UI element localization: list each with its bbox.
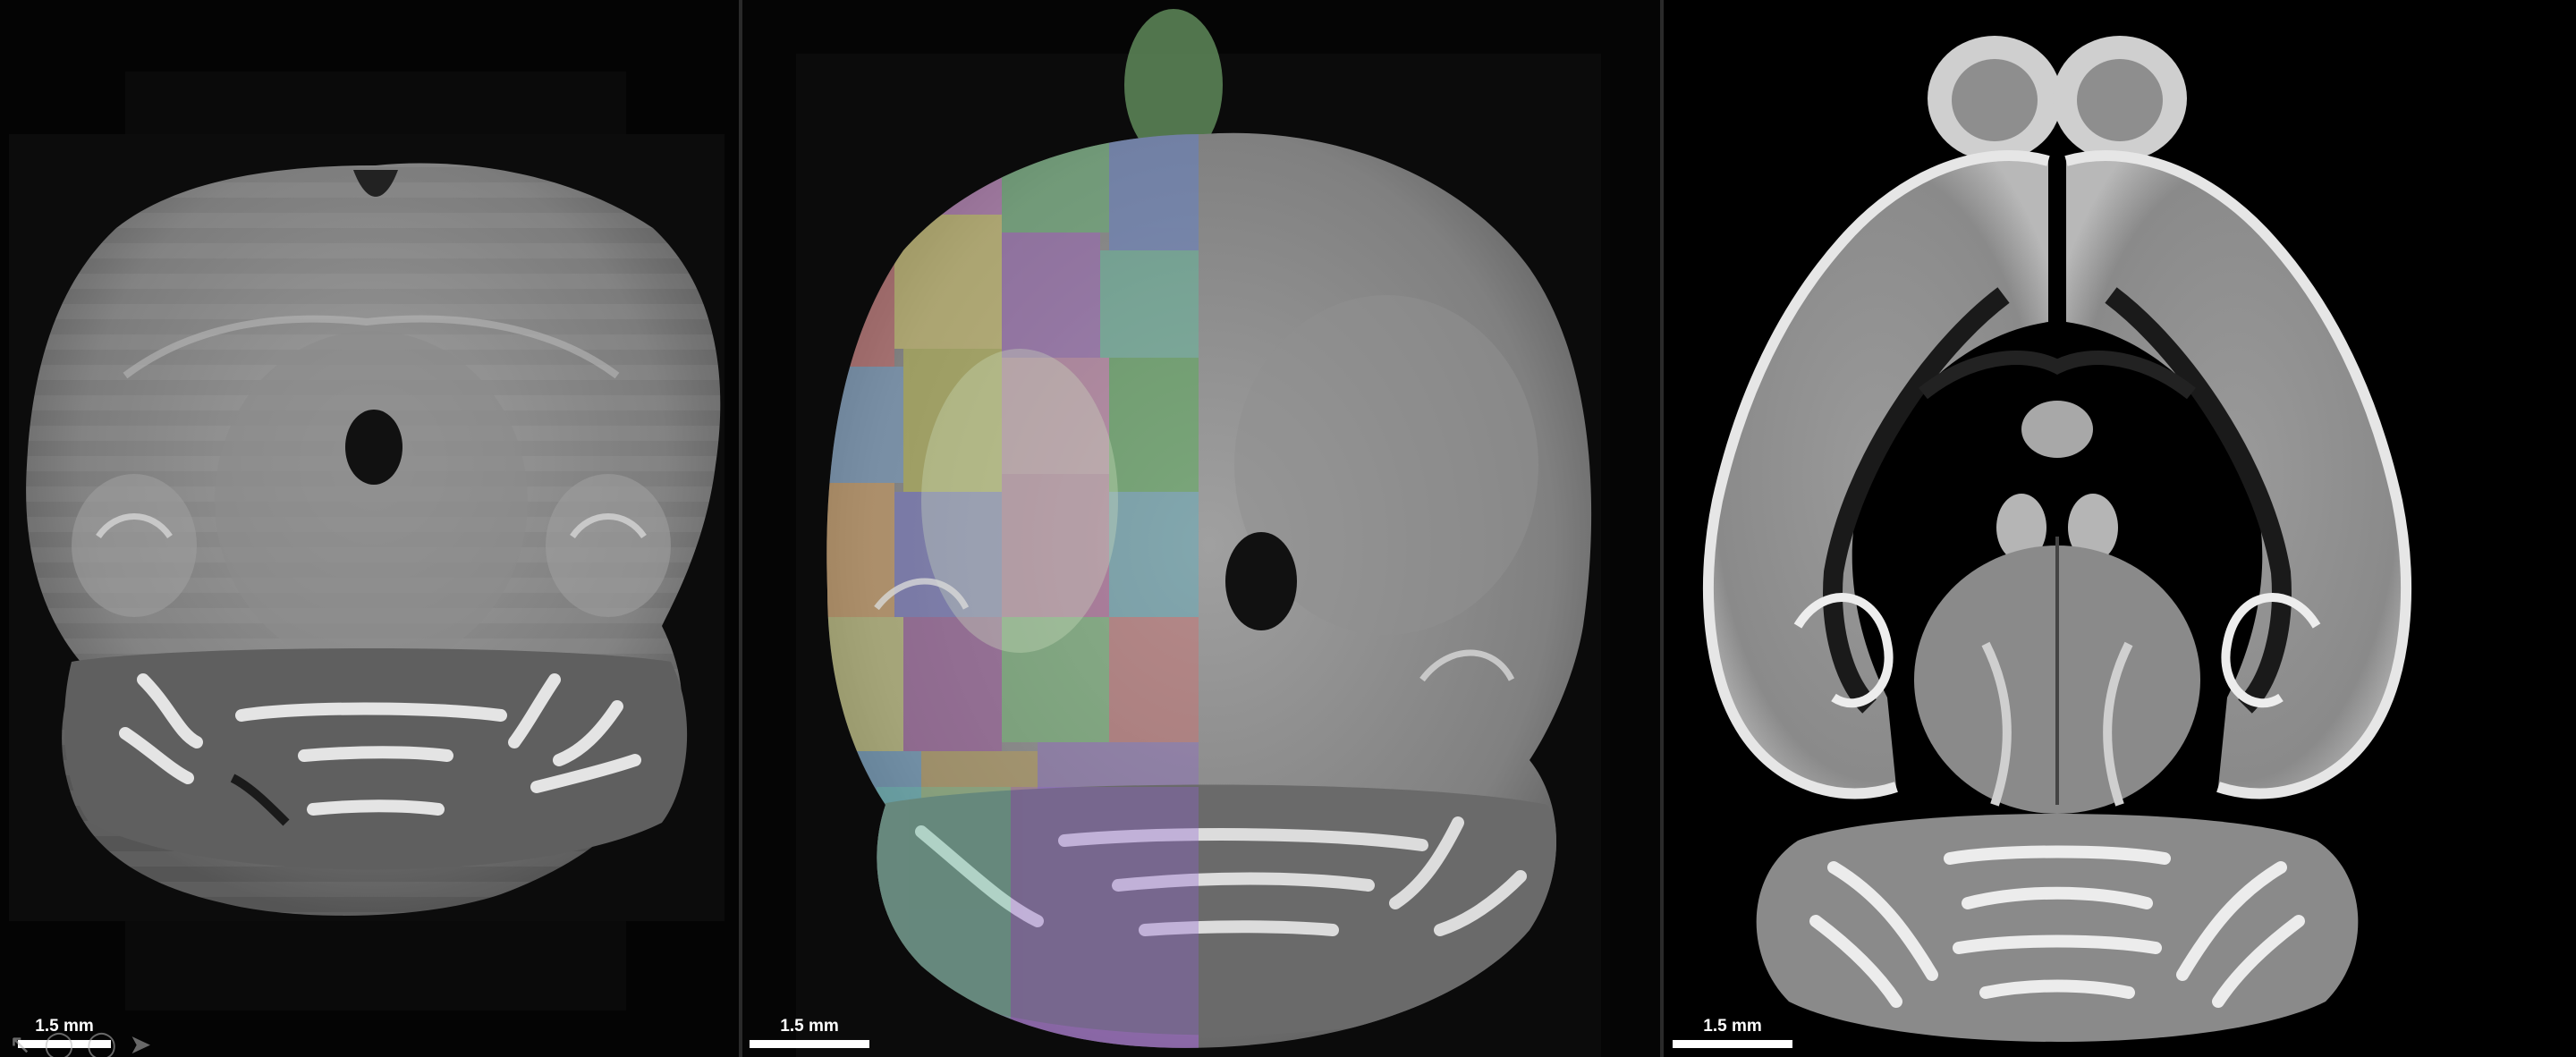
scale-bar: 1.5 mm: [1673, 1017, 1792, 1048]
scale-bar: 1.5 mm: [18, 1017, 111, 1048]
circle-icon[interactable]: ◯: [86, 1030, 117, 1057]
raw-section-image: [0, 0, 739, 1057]
cursor-icon[interactable]: ➤: [129, 1030, 152, 1057]
scale-bar-line: [1673, 1040, 1792, 1048]
overlay-section-panel: 1.5 mm: [742, 0, 1660, 1057]
scale-bar-label: 1.5 mm: [1703, 1017, 1762, 1036]
scale-bar: 1.5 mm: [750, 1017, 869, 1048]
overlay-section-image: [742, 0, 1660, 1057]
scale-bar-line: [18, 1040, 111, 1048]
panel-divider: [1660, 0, 1664, 1057]
arrow-icon[interactable]: ↖: [9, 1030, 32, 1057]
scale-bar-label: 1.5 mm: [780, 1017, 839, 1036]
panel-divider: [739, 0, 742, 1057]
scale-bar-label: 1.5 mm: [35, 1017, 94, 1036]
scale-bar-line: [750, 1040, 869, 1048]
raw-section-panel: 1.5 mm ↖ ◯ ◯ ➤: [0, 0, 739, 1057]
nav-icons: ↖ ◯ ◯ ➤: [9, 1030, 152, 1057]
circle-icon[interactable]: ◯: [44, 1030, 74, 1057]
template-atlas-panel: 1.5 mm: [1664, 0, 2576, 1057]
template-atlas-image: [1664, 0, 2576, 1057]
